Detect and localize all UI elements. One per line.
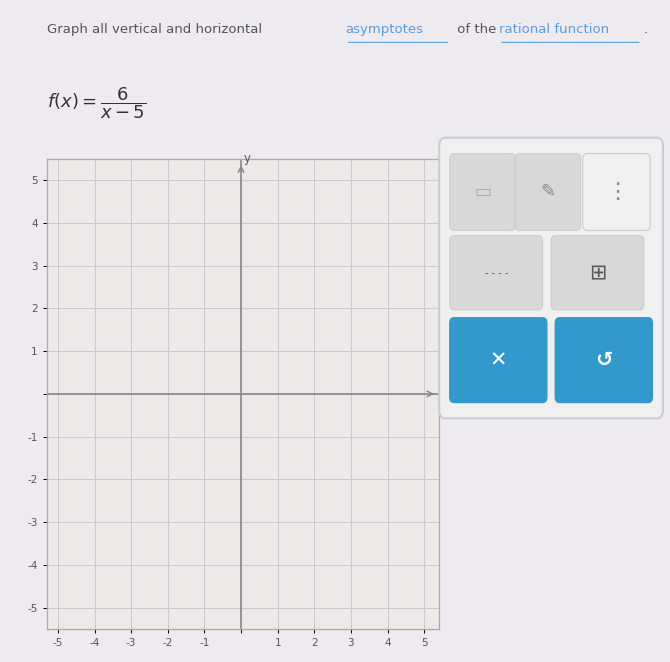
FancyBboxPatch shape bbox=[515, 154, 581, 230]
Text: ⊞: ⊞ bbox=[589, 263, 606, 283]
FancyBboxPatch shape bbox=[440, 138, 663, 418]
Text: Graph all vertical and horizontal: Graph all vertical and horizontal bbox=[47, 23, 266, 36]
Text: ▭: ▭ bbox=[474, 183, 491, 201]
FancyBboxPatch shape bbox=[555, 318, 653, 402]
FancyBboxPatch shape bbox=[450, 318, 547, 402]
FancyBboxPatch shape bbox=[551, 236, 644, 310]
Text: x: x bbox=[438, 376, 445, 389]
FancyBboxPatch shape bbox=[450, 154, 515, 230]
FancyBboxPatch shape bbox=[450, 236, 543, 310]
Text: ⋮: ⋮ bbox=[606, 182, 628, 202]
Text: rational function: rational function bbox=[499, 23, 609, 36]
Text: ✕: ✕ bbox=[490, 350, 507, 370]
Text: of the: of the bbox=[453, 23, 500, 36]
Text: ↺: ↺ bbox=[595, 350, 612, 370]
Text: $f(x)=\dfrac{6}{x-5}$: $f(x)=\dfrac{6}{x-5}$ bbox=[47, 85, 146, 121]
Text: ✎: ✎ bbox=[540, 183, 555, 201]
FancyBboxPatch shape bbox=[583, 154, 651, 230]
Text: y: y bbox=[244, 152, 251, 165]
Text: asymptotes: asymptotes bbox=[346, 23, 423, 36]
Text: - - - -: - - - - bbox=[484, 267, 508, 278]
Text: .: . bbox=[643, 23, 647, 36]
